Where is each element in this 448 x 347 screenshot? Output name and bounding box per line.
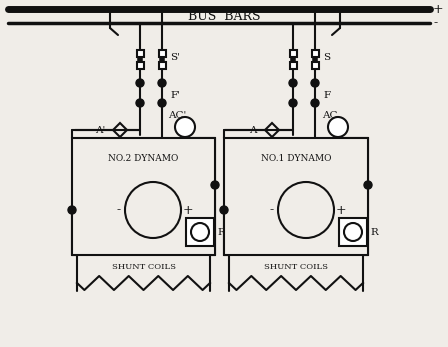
- Text: A: A: [250, 126, 257, 135]
- Circle shape: [68, 206, 76, 214]
- Bar: [186, 218, 214, 246]
- Bar: [311, 50, 319, 57]
- Bar: [72, 138, 215, 255]
- Text: BUS  BARS: BUS BARS: [188, 9, 260, 23]
- Bar: [289, 62, 297, 69]
- Text: +: +: [433, 2, 444, 16]
- Text: R': R': [217, 228, 228, 237]
- Bar: [137, 62, 143, 69]
- Bar: [137, 50, 143, 57]
- Circle shape: [158, 79, 166, 87]
- Text: A': A': [95, 126, 105, 135]
- Circle shape: [289, 79, 297, 87]
- Circle shape: [311, 79, 319, 87]
- Text: R: R: [370, 228, 378, 237]
- Bar: [311, 62, 319, 69]
- Text: AC: AC: [322, 110, 338, 119]
- Circle shape: [158, 99, 166, 107]
- Circle shape: [364, 181, 372, 189]
- Text: S: S: [323, 52, 330, 61]
- Bar: [289, 50, 297, 57]
- Text: F: F: [323, 91, 330, 100]
- Circle shape: [125, 182, 181, 238]
- Circle shape: [220, 206, 228, 214]
- Circle shape: [328, 117, 348, 137]
- Bar: [224, 138, 368, 255]
- Text: -: -: [433, 17, 437, 29]
- Text: S': S': [170, 52, 180, 61]
- Text: +: +: [336, 203, 347, 217]
- Text: SHUNT COILS: SHUNT COILS: [112, 263, 176, 271]
- Circle shape: [289, 99, 297, 107]
- Circle shape: [191, 223, 209, 241]
- Circle shape: [175, 117, 195, 137]
- Text: +: +: [183, 203, 194, 217]
- Text: SHUNT COILS: SHUNT COILS: [264, 263, 328, 271]
- Circle shape: [211, 181, 219, 189]
- Text: NO.1 DYNAMO: NO.1 DYNAMO: [261, 153, 331, 162]
- Circle shape: [278, 182, 334, 238]
- Text: F': F': [170, 91, 180, 100]
- Text: NO.2 DYNAMO: NO.2 DYNAMO: [108, 153, 179, 162]
- Circle shape: [136, 99, 144, 107]
- Text: -: -: [270, 203, 274, 217]
- Circle shape: [136, 79, 144, 87]
- Bar: [339, 218, 367, 246]
- Circle shape: [344, 223, 362, 241]
- Circle shape: [311, 99, 319, 107]
- Text: AC': AC': [168, 110, 186, 119]
- Bar: [159, 50, 165, 57]
- Text: -: -: [117, 203, 121, 217]
- Bar: [159, 62, 165, 69]
